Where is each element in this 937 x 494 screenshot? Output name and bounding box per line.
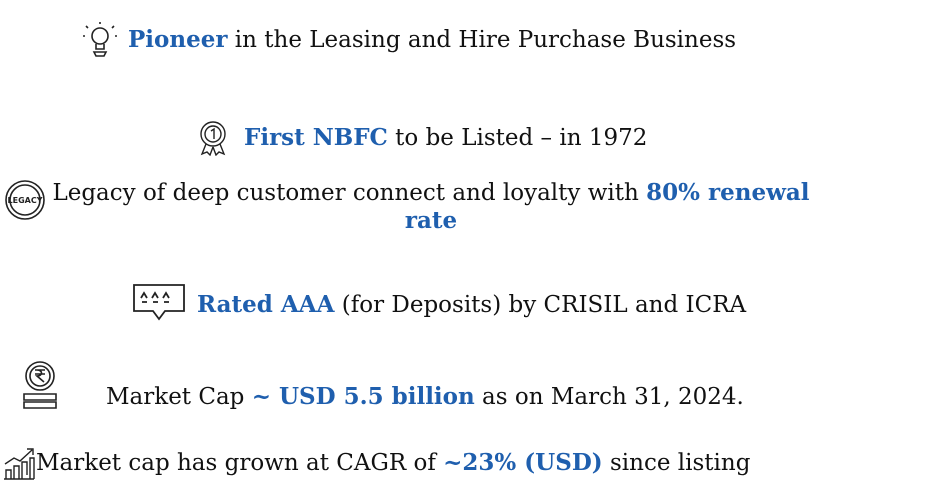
highlight-text: 80% renewal rate — [404, 179, 818, 234]
growth-icon — [4, 448, 35, 480]
plain-text: in the Leasing and Hire Purchase Busines… — [227, 27, 737, 53]
svg-text:LEGACY: LEGACY — [8, 196, 43, 205]
item-text: First NBFC to be Listed – in 1972 — [244, 124, 647, 152]
item-row: Pioneer in the Leasing and Hire Purchase… — [82, 22, 736, 58]
rating-icon — [133, 284, 185, 321]
plain-text: to be Listed – in 1972 — [387, 125, 648, 151]
highlight-text: ~ USD 5.5 billion — [251, 383, 475, 410]
item-row: First NBFC to be Listed – in 1972 — [196, 120, 647, 156]
item-text: Rated AAA (for Deposits) by CRISIL and I… — [197, 291, 746, 319]
coin-icon — [23, 361, 57, 409]
plain-text: Market cap has grown at CAGR of — [36, 450, 444, 476]
highlight-text: Pioneer — [128, 26, 228, 53]
legacy-icon: LEGACY — [5, 180, 45, 220]
highlight-text: First NBFC — [244, 124, 388, 151]
highlight-text: ~23% (USD) — [443, 449, 603, 476]
plain-text: (for Deposits) by CRISIL and ICRA — [334, 292, 747, 318]
plain-text: Market Cap — [106, 384, 252, 410]
item-text: Legacy of deep customer connect and loya… — [46, 179, 816, 235]
item-text: Market cap has grown at CAGR of ~23% (US… — [36, 449, 750, 477]
item-text: Pioneer in the Leasing and Hire Purchase… — [128, 26, 736, 54]
plain-text: Legacy of deep customer connect and loya… — [52, 180, 647, 206]
item-row: Market cap has grown at CAGR of ~23% (US… — [2, 446, 750, 480]
plain-text: as on March 31, 2024. — [474, 384, 744, 410]
item-row: LEGACY Legacy of deep customer connect a… — [4, 179, 816, 235]
item-row: Market Cap ~ USD 5.5 billion as on March… — [20, 360, 744, 412]
item-row: Rated AAA (for Deposits) by CRISIL and I… — [131, 282, 746, 328]
highlight-text: Rated AAA — [197, 291, 335, 318]
bulb-icon — [83, 22, 117, 57]
badge-icon — [200, 121, 226, 156]
item-text: Market Cap ~ USD 5.5 billion as on March… — [106, 383, 744, 411]
plain-text: since listing — [602, 450, 751, 476]
